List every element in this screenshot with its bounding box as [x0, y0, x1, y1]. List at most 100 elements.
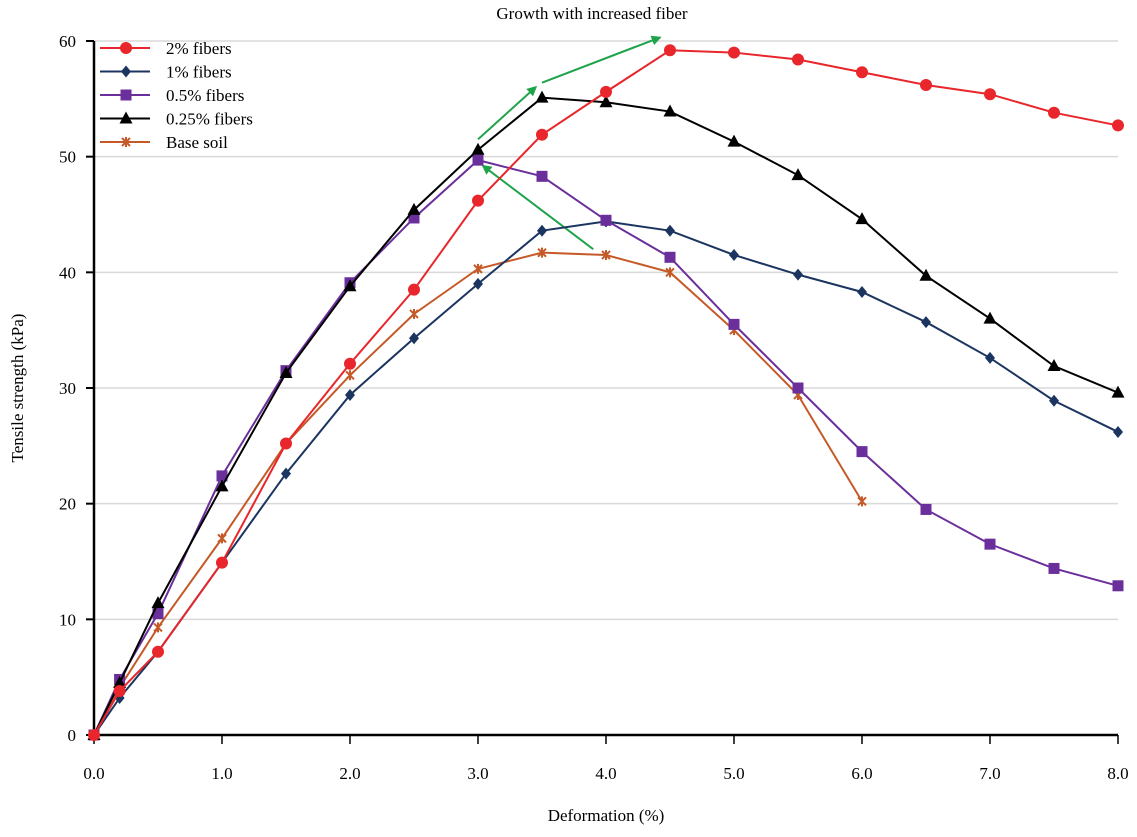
diamond-marker	[345, 388, 355, 401]
legend-item: 0.5% fibers	[100, 86, 244, 105]
series-line	[93, 251, 863, 736]
legend-item: 2% fibers	[100, 39, 232, 58]
series-0-25-fibers	[87, 90, 1125, 740]
y-axis-label: Tensile strength (kPa)	[8, 314, 27, 463]
y-tick-label: 60	[59, 32, 76, 51]
triangle-marker	[599, 95, 613, 108]
series-2-fibers	[88, 44, 1124, 741]
diamond-marker	[665, 224, 675, 237]
asterisk-marker	[153, 622, 163, 633]
circle-marker	[920, 78, 932, 91]
green-arrow	[477, 85, 538, 141]
asterisk-marker	[409, 308, 419, 319]
square-marker	[920, 503, 932, 515]
green-arrow	[541, 35, 662, 84]
asterisk-marker	[537, 247, 547, 258]
triangle-marker	[663, 104, 677, 117]
y-tick-label: 0	[68, 726, 77, 745]
legend: 2% fibers 1% fibers 0.5% fibers 0.25% fiber…	[100, 39, 253, 152]
circle-marker	[152, 645, 164, 658]
square-marker	[1112, 580, 1124, 592]
triangle-marker	[343, 279, 357, 292]
circle-marker	[600, 85, 612, 98]
square-marker	[1048, 562, 1060, 574]
asterisk-marker	[121, 137, 131, 147]
square-marker	[472, 154, 484, 166]
y-tick-label: 20	[59, 495, 76, 514]
circle-marker	[984, 88, 996, 101]
y-tick-label: 10	[59, 610, 76, 629]
series-line	[93, 96, 1119, 736]
legend-item: 1% fibers	[100, 63, 232, 82]
x-tick-label: 3.0	[467, 764, 488, 783]
series-group	[87, 44, 1125, 741]
legend-label: Base soil	[166, 133, 228, 152]
triangle-marker	[407, 202, 421, 215]
diamond-marker	[857, 285, 867, 298]
square-marker	[536, 170, 548, 182]
diamond-marker	[473, 277, 483, 290]
triangle-marker	[113, 675, 127, 688]
x-tick-label: 8.0	[1107, 764, 1128, 783]
legend-item: 0.25% fibers	[100, 110, 253, 129]
asterisk-marker	[601, 249, 611, 260]
triangle-marker	[1111, 385, 1125, 398]
square-marker	[856, 446, 868, 458]
asterisk-marker	[857, 496, 867, 507]
square-marker	[728, 318, 740, 330]
triangle-marker	[471, 142, 485, 155]
legend-label: 0.5% fibers	[166, 86, 244, 105]
legend-label: 0.25% fibers	[166, 110, 253, 129]
diamond-marker	[281, 467, 291, 480]
diamond-marker	[537, 224, 547, 237]
x-tick-label: 1.0	[211, 764, 232, 783]
circle-marker	[536, 128, 548, 141]
series-1-fibers	[89, 215, 1123, 741]
series-line	[93, 159, 1119, 736]
circle-marker	[728, 46, 740, 59]
square-marker	[408, 212, 420, 224]
legend-item: Base soil	[100, 133, 228, 152]
circle-marker	[472, 194, 484, 207]
square-marker	[152, 608, 164, 620]
circle-marker	[792, 53, 804, 66]
diamond-marker	[1049, 394, 1059, 407]
diamond-marker	[121, 65, 131, 78]
y-tick-label: 50	[59, 148, 76, 167]
x-tick-label: 4.0	[595, 764, 616, 783]
y-tick-label: 30	[59, 379, 76, 398]
legend-label: 2% fibers	[166, 39, 232, 58]
diamond-marker	[985, 351, 995, 364]
triangle-marker	[279, 365, 293, 378]
circle-marker	[344, 357, 356, 370]
square-marker	[600, 214, 612, 226]
diamond-marker	[729, 248, 739, 261]
circle-marker	[664, 44, 676, 57]
square-marker	[984, 538, 996, 550]
triangle-marker	[535, 90, 549, 103]
legend-label: 1% fibers	[166, 63, 232, 82]
diamond-marker	[1113, 425, 1123, 438]
green-arrow	[481, 164, 594, 250]
x-tick-label: 5.0	[723, 764, 744, 783]
annotations	[477, 35, 662, 250]
circle-marker	[1048, 106, 1060, 119]
axes: 0 10 20 30 40 50 60 0.0 1.0 2.0 3.0 4.0 5.0 6.0 7.0 8.0	[59, 32, 1129, 783]
asterisk-marker	[473, 263, 483, 274]
triangle-marker	[855, 212, 869, 225]
asterisk-marker	[217, 533, 227, 544]
triangle-marker	[727, 134, 741, 147]
diamond-marker	[793, 268, 803, 281]
circle-marker	[120, 42, 132, 54]
series-base-soil	[89, 247, 867, 740]
triangle-marker	[151, 596, 165, 609]
circle-marker	[88, 729, 100, 741]
circle-marker	[408, 283, 420, 296]
triangle-marker	[1047, 359, 1061, 372]
square-marker	[120, 89, 132, 101]
circle-marker	[1112, 119, 1124, 132]
chart-title: Growth with increased fiber	[496, 4, 688, 23]
y-tick-label: 40	[59, 263, 76, 282]
triangle-marker	[119, 111, 133, 124]
